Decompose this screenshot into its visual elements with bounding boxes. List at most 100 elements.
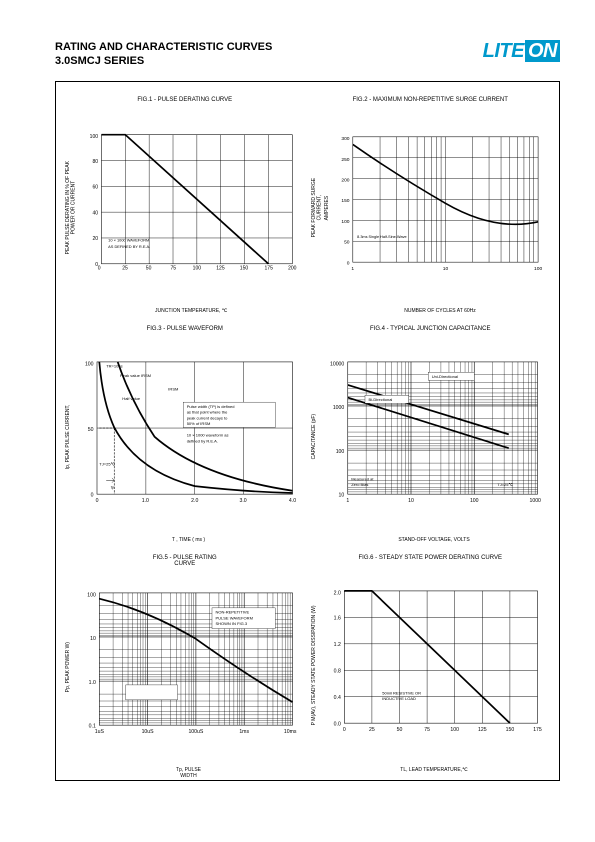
svg-text:Uni-Directional: Uni-Directional	[432, 374, 458, 379]
fig4-xlabel: STAND-OFF VOLTAGE, VOLTS	[319, 537, 549, 543]
svg-text:0.1: 0.1	[88, 724, 95, 730]
svg-text:SHOWN IN FIG.3: SHOWN IN FIG.3	[215, 621, 247, 626]
svg-text:50: 50	[87, 427, 93, 433]
liteon-logo: LITEON	[483, 40, 560, 63]
svg-text:10 × 1000 waveform as: 10 × 1000 waveform as	[186, 433, 228, 438]
svg-text:50mil RESISTIVE OR: 50mil RESISTIVE OR	[382, 691, 421, 696]
svg-text:0: 0	[343, 727, 346, 733]
svg-text:Zero Bias: Zero Bias	[351, 482, 368, 487]
svg-text:100uS: 100uS	[188, 729, 203, 735]
fig1-cell: FIG.1 - PULSE DERATING CURVE PEAK PULSE …	[66, 97, 304, 306]
svg-text:0.4: 0.4	[334, 695, 341, 701]
fig4-plot: Uni-Directional Bi-Directional Measured …	[319, 338, 549, 535]
svg-text:20: 20	[92, 236, 98, 242]
svg-text:10: 10	[443, 265, 449, 271]
datasheet-page: RATING AND CHARACTERISTIC CURVES 3.0SMCJ…	[0, 0, 595, 801]
fig2-plot: 8.3ms Single Half-Sine-Wave 1 10 100 0 5…	[331, 109, 549, 306]
svg-text:10000: 10000	[330, 361, 344, 367]
svg-text:175: 175	[533, 727, 542, 733]
fig5-plot: NON-REPETITIVE PULSE WAVEFORM SHOWN IN F…	[74, 571, 304, 764]
fig2-title: FIG.2 - MAXIMUM NON-REPETITIVE SURGE CUR…	[353, 97, 508, 105]
svg-text:50% of IRSM: 50% of IRSM	[186, 421, 210, 426]
svg-text:IRSM: IRSM	[168, 387, 179, 392]
logo-on: ON	[525, 40, 560, 62]
page-header: RATING AND CHARACTERISTIC CURVES 3.0SMCJ…	[55, 40, 560, 69]
svg-text:1000: 1000	[333, 405, 345, 411]
svg-text:AS DEFINED BY R.E.A.: AS DEFINED BY R.E.A.	[108, 244, 150, 249]
svg-text:10: 10	[339, 492, 345, 498]
title-block: RATING AND CHARACTERISTIC CURVES 3.0SMCJ…	[55, 40, 272, 69]
svg-text:8.3ms Single Half-Sine-Wave: 8.3ms Single Half-Sine-Wave	[357, 235, 406, 239]
svg-text:TJ=25℃: TJ=25℃	[497, 482, 513, 487]
charts-grid: FIG.1 - PULSE DERATING CURVE PEAK PULSE …	[66, 97, 549, 765]
svg-text:TR=10us: TR=10us	[106, 364, 122, 369]
svg-text:Pulse width (TP) is defined: Pulse width (TP) is defined	[186, 404, 234, 409]
fig5-cell: FIG.5 - PULSE RATING CURVE Pp, PEAK POWE…	[66, 555, 304, 764]
fig6-title: FIG.6 - STEADY STATE POWER DERATING CURV…	[359, 555, 502, 563]
svg-text:10ms: 10ms	[283, 729, 296, 735]
fig3-ylabel: Ip, PEAK PULSE CURRENT,	[66, 338, 72, 535]
svg-text:1.6: 1.6	[334, 616, 341, 622]
svg-text:100: 100	[193, 265, 202, 271]
logo-lite: LITE	[483, 40, 524, 62]
svg-text:1: 1	[351, 265, 354, 271]
svg-text:1.2: 1.2	[334, 642, 341, 648]
svg-text:125: 125	[478, 727, 487, 733]
svg-text:TJ=25℃: TJ=25℃	[99, 461, 115, 466]
svg-text:INDUCTIVE LOAD: INDUCTIVE LOAD	[382, 696, 416, 701]
svg-text:100: 100	[90, 134, 99, 140]
svg-text:peak current decays to: peak current decays to	[186, 415, 227, 420]
svg-text:Peak value IRSM: Peak value IRSM	[120, 373, 152, 378]
svg-text:100: 100	[336, 449, 345, 455]
svg-text:4.0: 4.0	[288, 498, 295, 504]
fig5-xlabel: Tp, PULSE WIDTH	[74, 767, 304, 779]
fig6-xlabel: TL, LEAD TEMPERATURE,℃	[319, 767, 549, 773]
fig3-xlabel: T , TIME ( ms )	[74, 537, 304, 543]
svg-text:1uS: 1uS	[94, 729, 104, 735]
fig1-title: FIG.1 - PULSE DERATING CURVE	[137, 97, 232, 105]
fig1-ylabel: PEAK PULSE DERATING IN % OF PEAK POWER O…	[66, 109, 77, 306]
fig2-xlabel: NUMBER OF CYCLES AT 60Hz	[331, 308, 549, 314]
svg-text:25: 25	[369, 727, 375, 733]
svg-text:defined by R.E.A.: defined by R.E.A.	[186, 438, 217, 443]
fig1-xlabel: JUNCTION TEMPERATURE, ℃	[79, 308, 304, 314]
svg-text:3.0: 3.0	[239, 498, 246, 504]
svg-text:0: 0	[347, 260, 350, 266]
svg-text:1: 1	[346, 498, 349, 504]
svg-text:150: 150	[240, 265, 249, 271]
svg-text:0.0: 0.0	[334, 722, 341, 728]
svg-text:10: 10	[408, 498, 414, 504]
svg-text:150: 150	[341, 198, 349, 204]
svg-text:75: 75	[424, 727, 430, 733]
svg-text:1000: 1000	[529, 498, 541, 504]
svg-text:Measured at: Measured at	[351, 476, 374, 481]
content-frame: FIG.1 - PULSE DERATING CURVE PEAK PULSE …	[55, 81, 560, 781]
svg-text:Bi-Directional: Bi-Directional	[368, 397, 392, 402]
svg-text:150: 150	[506, 727, 515, 733]
fig2-ylabel2: AMPERES	[325, 109, 331, 306]
svg-text:100: 100	[84, 361, 93, 367]
svg-text:0.8: 0.8	[334, 669, 341, 675]
svg-text:175: 175	[264, 265, 273, 271]
fig2-ylabel: PEAK FORWARD SURGE CURRENT,	[312, 109, 323, 306]
svg-text:0: 0	[95, 262, 98, 268]
svg-text:0: 0	[90, 492, 93, 498]
svg-text:100: 100	[450, 727, 459, 733]
svg-text:10 × 1000 WAVEFORM: 10 × 1000 WAVEFORM	[108, 237, 149, 242]
svg-text:0: 0	[95, 498, 98, 504]
fig4-cell: FIG.4 - TYPICAL JUNCTION CAPACITANCE CAP…	[312, 326, 550, 535]
svg-text:250: 250	[341, 156, 349, 162]
svg-text:NON-REPETITIVE: NON-REPETITIVE	[215, 610, 249, 615]
svg-text:300: 300	[341, 136, 349, 142]
svg-text:100: 100	[341, 219, 349, 225]
svg-text:1.0: 1.0	[141, 498, 148, 504]
svg-text:10: 10	[90, 636, 96, 642]
fig6-ylabel: P M(AV), STEADY STATE POWER DISSIPATION …	[312, 567, 318, 764]
fig3-cell: FIG.3 - PULSE WAVEFORM Ip, PEAK PULSE CU…	[66, 326, 304, 535]
fig3-plot: TR=10us Peak value IRSM Half value IRSM …	[74, 338, 304, 535]
svg-text:200: 200	[341, 177, 349, 183]
svg-text:100: 100	[87, 593, 96, 599]
svg-text:25: 25	[122, 265, 128, 271]
svg-text:80: 80	[92, 158, 98, 164]
svg-text:200: 200	[288, 265, 297, 271]
